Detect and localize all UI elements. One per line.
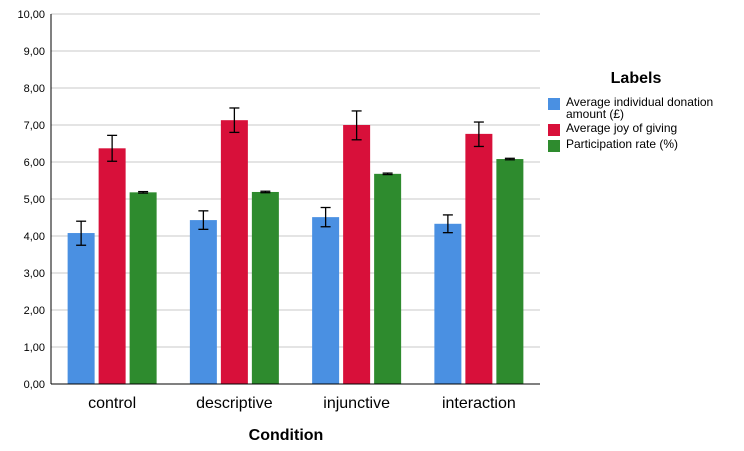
y-tick-label: 1,00 — [24, 342, 45, 354]
y-axis-ticks: 0,00 1,00 2,00 3,00 4,00 5,00 6,00 7,00 8,00 9,00… — [17, 9, 45, 391]
x-axis-title: Condition — [249, 427, 324, 444]
bar — [312, 217, 340, 384]
x-category-label: injunctive — [323, 395, 390, 412]
legend-item-participation: Participation rate (%) — [548, 138, 744, 152]
error-bars — [76, 107, 515, 246]
legend-swatch-donation — [548, 98, 560, 110]
y-tick-label: 8,00 — [24, 83, 45, 95]
legend-item-joy: Average joy of giving — [548, 122, 744, 136]
y-tick-label: 0,00 — [24, 379, 45, 391]
bars — [67, 120, 524, 384]
bar — [189, 220, 217, 384]
y-tick-label: 4,00 — [24, 231, 45, 243]
y-tick-label: 7,00 — [24, 120, 45, 132]
x-category-label: interaction — [442, 395, 516, 412]
legend-label-joy: Average joy of giving — [566, 121, 678, 135]
bar — [98, 148, 126, 384]
x-category-label: control — [88, 395, 136, 412]
y-tick-label: 9,00 — [24, 46, 45, 58]
legend-swatch-joy — [548, 124, 560, 136]
y-tick-label: 10,00 — [17, 9, 45, 21]
bar — [434, 223, 462, 384]
bar — [496, 159, 524, 384]
bar — [220, 120, 248, 384]
bar — [67, 233, 95, 384]
y-tick-label: 2,00 — [24, 305, 45, 317]
axes — [50, 14, 540, 385]
x-axis-categories: control descriptive injunctive interaction — [88, 395, 516, 412]
bar — [374, 173, 402, 384]
legend-label-participation: Participation rate (%) — [566, 137, 679, 151]
legend-title: Labels — [610, 70, 662, 87]
y-tick-label: 6,00 — [24, 157, 45, 169]
bar — [251, 191, 279, 384]
bar — [343, 125, 371, 384]
legend-swatch-participation — [548, 140, 560, 152]
legend-item-donation: Average individual donation amount (£) — [548, 96, 744, 120]
x-category-label: descriptive — [196, 395, 273, 412]
legend-label-donation: Average individual donation amount (£) — [566, 95, 714, 121]
y-tick-label: 5,00 — [24, 194, 45, 206]
bar — [465, 133, 493, 384]
bar — [129, 192, 157, 384]
legend: Labels Average individual donation amoun… — [548, 70, 744, 154]
y-tick-label: 3,00 — [24, 268, 45, 280]
